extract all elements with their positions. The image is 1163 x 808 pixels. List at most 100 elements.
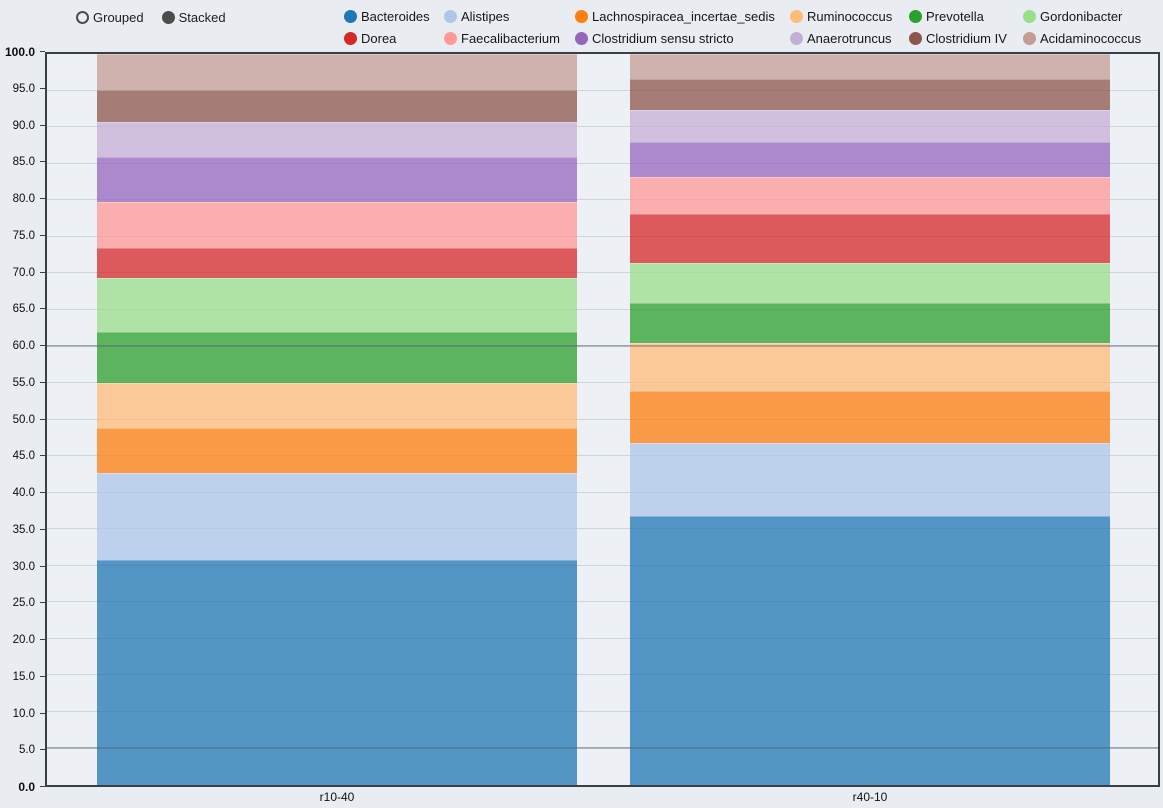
legend-item-faecalibacterium[interactable]: Faecalibacterium	[444, 31, 575, 46]
y-tick-label: 0.0	[18, 780, 35, 794]
y-tick-mark	[40, 528, 45, 530]
bar-segment-acidaminococcus[interactable]	[97, 54, 577, 90]
gridline	[47, 564, 1158, 566]
bar-segment-alistipes[interactable]	[630, 442, 1110, 516]
bar-segment-lachnospiracea-incertae-sedis[interactable]	[630, 391, 1110, 443]
legend-label: Clostridium IV	[926, 30, 1007, 46]
legend-label: Clostridium sensu stricto	[592, 30, 734, 46]
bar-segment-clostridium-sensu-stricto[interactable]	[630, 142, 1110, 177]
gridline	[47, 418, 1158, 420]
legend-item-gordonibacter[interactable]: Gordonibacter	[1023, 9, 1163, 24]
bar-segment-bacteroides[interactable]	[97, 559, 577, 785]
gridline	[47, 345, 1158, 347]
gridline	[47, 272, 1158, 274]
bar-segment-gordonibacter[interactable]	[630, 263, 1110, 303]
bar-segment-anaerotruncus[interactable]	[97, 122, 577, 158]
y-tick-label: 25.0	[12, 597, 35, 610]
y-tick-mark	[40, 602, 45, 604]
legend-item-acidaminococcus[interactable]: Acidaminococcus	[1023, 31, 1163, 46]
bar-segment-dorea[interactable]	[97, 247, 577, 278]
y-tick-label: 70.0	[12, 266, 35, 279]
mode-option-label: Stacked	[178, 9, 226, 25]
legend-swatch-icon	[1023, 9, 1036, 23]
y-tick-mark	[40, 51, 45, 52]
gridline	[47, 710, 1158, 712]
y-tick-label: 95.0	[12, 82, 35, 95]
bar-segment-ruminococcus[interactable]	[630, 342, 1110, 391]
y-tick-label: 85.0	[12, 156, 35, 169]
legend-swatch-icon	[444, 31, 457, 45]
legend-swatch-icon	[909, 31, 922, 45]
reference-line	[47, 345, 1158, 348]
y-tick-mark	[40, 675, 45, 677]
y-tick-label: 55.0	[12, 376, 35, 389]
legend-swatch-icon	[575, 31, 588, 45]
bar-segment-alistipes[interactable]	[97, 472, 577, 560]
legend-item-prevotella[interactable]: Prevotella	[909, 9, 1023, 24]
bar-segment-gordonibacter[interactable]	[97, 277, 577, 332]
legend-label: Prevotella	[926, 8, 984, 24]
legend-swatch-icon	[344, 9, 357, 23]
y-tick-mark	[40, 786, 45, 787]
chart-legend: Bacteroides Alistipes Lachnospiracea_incer…	[344, 5, 1163, 49]
gridline	[47, 381, 1158, 383]
gridline	[47, 601, 1158, 603]
legend-item-dorea[interactable]: Dorea	[344, 31, 444, 46]
y-tick-mark	[40, 345, 45, 346]
y-tick-label: 90.0	[12, 119, 35, 132]
gridline	[47, 199, 1158, 201]
bar-segment-bacteroides[interactable]	[630, 516, 1110, 785]
legend-item-anaerotruncus[interactable]: Anaerotruncus	[790, 31, 909, 46]
y-tick-mark	[40, 492, 45, 493]
y-tick-label: 45.0	[12, 450, 35, 463]
bar-segment-prevotella[interactable]	[97, 331, 577, 383]
legend-swatch-icon	[1023, 31, 1036, 45]
x-tick-label-r10-40: r10-40	[319, 790, 355, 804]
bar-mode-toggle: Grouped Stacked	[76, 6, 226, 28]
radio-unselected-icon[interactable]	[76, 10, 89, 24]
gridline	[47, 637, 1158, 639]
legend-swatch-icon	[790, 9, 803, 23]
legend-label: Alistipes	[461, 8, 510, 24]
legend-item-bacteroides[interactable]: Bacteroides	[344, 9, 444, 24]
gridline	[47, 455, 1158, 457]
x-tick-label-r40-10: r40-10	[852, 790, 888, 804]
legend-item-clostridium-sensu-stricto[interactable]: Clostridium sensu stricto	[575, 31, 790, 46]
legend-item-clostridium-iv[interactable]: Clostridium IV	[909, 31, 1023, 46]
legend-swatch-icon	[444, 9, 457, 23]
legend-item-lachnospiracea-incertae-sedis[interactable]: Lachnospiracea_incertae_sedis	[575, 9, 790, 24]
bar-segment-faecalibacterium[interactable]	[97, 202, 577, 248]
y-tick-mark	[40, 87, 45, 89]
bar-segment-clostridium-iv[interactable]	[630, 78, 1110, 110]
y-tick-mark	[40, 712, 45, 714]
bar-segment-acidaminococcus[interactable]	[630, 54, 1110, 79]
y-tick-mark	[40, 124, 45, 126]
y-tick-mark	[40, 161, 45, 163]
legend-item-alistipes[interactable]: Alistipes	[444, 9, 575, 24]
bar-segment-anaerotruncus[interactable]	[630, 109, 1110, 143]
gridline	[47, 528, 1158, 530]
y-tick-label: 35.0	[12, 523, 35, 536]
bar-segment-lachnospiracea-incertae-sedis[interactable]	[97, 428, 577, 473]
gridline	[47, 308, 1158, 310]
mode-option-stacked[interactable]: Stacked	[161, 9, 226, 25]
y-tick-label: 40.0	[12, 487, 35, 499]
bar-segment-ruminococcus[interactable]	[97, 382, 577, 429]
legend-item-ruminococcus[interactable]: Ruminococcus	[790, 9, 909, 24]
legend-swatch-icon	[790, 31, 803, 45]
y-tick-label: 20.0	[12, 634, 35, 646]
bar-segment-prevotella[interactable]	[630, 302, 1110, 343]
bar-segment-dorea[interactable]	[630, 214, 1110, 264]
mode-option-grouped[interactable]: Grouped	[76, 10, 144, 25]
y-tick-label: 10.0	[12, 707, 35, 720]
legend-label: Ruminococcus	[807, 8, 893, 24]
bar-segment-faecalibacterium[interactable]	[630, 176, 1110, 215]
legend-swatch-icon	[344, 31, 357, 45]
bar-segment-clostridium-sensu-stricto[interactable]	[97, 157, 577, 203]
radio-selected-icon[interactable]	[161, 10, 175, 24]
bar-segment-clostridium-iv[interactable]	[97, 89, 577, 122]
legend-label: Gordonibacter	[1040, 8, 1123, 24]
gridline	[47, 126, 1158, 128]
bar-r10-40	[97, 54, 577, 785]
legend-label: Dorea	[361, 30, 397, 46]
